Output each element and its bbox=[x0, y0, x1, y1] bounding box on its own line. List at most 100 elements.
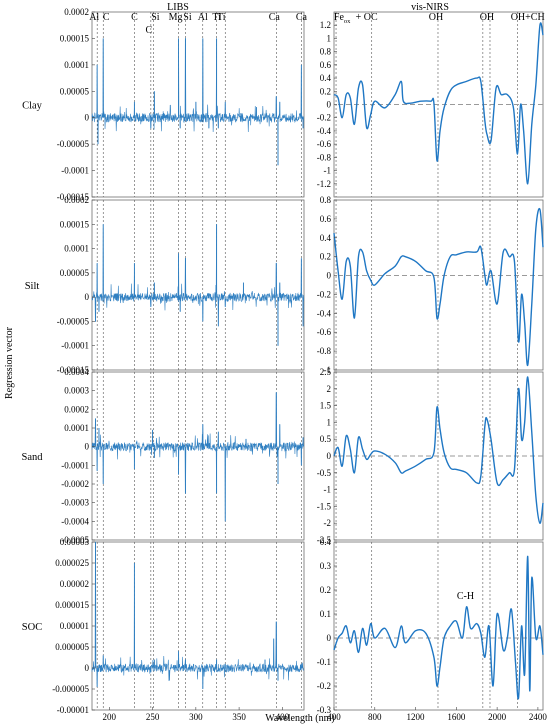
libs-ytick-label: -0.0001 bbox=[61, 341, 89, 351]
libs-panel-frame bbox=[91, 199, 305, 371]
libs-panel-soc: -0.00001 -0.000005 0 0.000005 0.00001 0.00001… bbox=[52, 537, 305, 722]
nirs-ytick-label: -1 bbox=[324, 485, 332, 495]
nirs-panel-silt: -1 -0.8 -0.6 -0.4 -0.2 0 0.2 0.4 0.6 0.8 bbox=[317, 195, 544, 375]
nirs-xtick-label: 800 bbox=[368, 712, 382, 722]
libs-spectrum-sand bbox=[91, 392, 304, 522]
panels: -0.00015 -0.0001 -0.00005 0 0.00005 0.0001 0.0… bbox=[52, 7, 547, 722]
libs-ytick-label: 0.0001 bbox=[64, 60, 89, 70]
libs-ytick-label: -0.00015 bbox=[57, 365, 90, 375]
libs-ytick-label: -0.00005 bbox=[57, 139, 90, 149]
nirs-ytick-label: -2.5 bbox=[317, 535, 332, 545]
nirs-ytick-label: -0.2 bbox=[317, 681, 331, 691]
nirs-panel-frame bbox=[333, 541, 544, 711]
nirs-ytick-label: 1 bbox=[327, 417, 332, 427]
nirs-spectrum-clay bbox=[333, 22, 544, 185]
libs-element-label: C bbox=[103, 12, 110, 23]
libs-panel-sand: -0.0005 -0.0004 -0.0003 -0.0002 -0.0001 0 0.00… bbox=[61, 367, 305, 545]
libs-ytick-label: 0.00005 bbox=[60, 268, 90, 278]
nirs-ytick-label: -0.2 bbox=[317, 113, 331, 123]
libs-ytick-label: -0.00005 bbox=[57, 316, 90, 326]
row-label-soc: SOC bbox=[22, 622, 42, 633]
nirs-ytick-label: 0.3 bbox=[320, 561, 332, 571]
nirs-ytick-label: -0.1 bbox=[317, 657, 331, 667]
libs-ytick-label: 0 bbox=[85, 442, 90, 452]
nirs-ytick-label: 1.2 bbox=[320, 20, 331, 30]
nirs-panel-soc: -0.3 -0.2 -0.1 0 0.1 0.2 0.3 0.4 C-H 400 800 1200 16… bbox=[317, 537, 548, 722]
nirs-ytick-label: 0.1 bbox=[320, 609, 331, 619]
libs-element-label: Mg bbox=[169, 12, 183, 23]
libs-ytick-label: 0.0002 bbox=[64, 195, 89, 205]
nirs-panel-clay: -1.2 -1 -0.8 -0.6 -0.4 -0.2 0 0.2 0.4 0.6 0.8 1 1.2F… bbox=[317, 11, 545, 198]
libs-ytick-label: -0.0001 bbox=[61, 460, 89, 470]
libs-spectrum-soc bbox=[91, 541, 304, 690]
nirs-ytick-label: 0.2 bbox=[320, 86, 331, 96]
libs-ytick-label: -0.0005 bbox=[61, 535, 89, 545]
nirs-ytick-label: -1 bbox=[324, 365, 332, 375]
nirs-ytick-label: -0.6 bbox=[317, 139, 332, 149]
libs-ytick-label: 0.00015 bbox=[60, 219, 90, 229]
libs-panel-frame bbox=[91, 371, 305, 541]
libs-element-label: Ca bbox=[269, 12, 281, 23]
libs-column-title: LIBS bbox=[167, 2, 189, 13]
libs-ytick-label: -0.0004 bbox=[61, 516, 89, 526]
nirs-ytick-label: 1 bbox=[327, 33, 332, 43]
libs-ytick-label: 0.00002 bbox=[60, 579, 89, 589]
nirs-column-title: vis-NIRS bbox=[411, 2, 449, 13]
libs-element-label: Ca bbox=[296, 12, 308, 23]
nirs-ytick-label: 0.6 bbox=[320, 60, 332, 70]
libs-element-label: Si bbox=[151, 12, 160, 23]
nirs-ytick-label: -0.2 bbox=[317, 289, 331, 299]
nirs-ytick-label: 0.8 bbox=[320, 195, 332, 205]
nirs-ytick-label: -1.2 bbox=[317, 179, 331, 189]
libs-ytick-label: 0.00015 bbox=[60, 33, 90, 43]
nirs-ytick-label: 0.4 bbox=[320, 537, 332, 547]
libs-xtick-label: 250 bbox=[146, 712, 160, 722]
nirs-ytick-label: 2.5 bbox=[320, 367, 332, 377]
libs-ytick-label: -0.0002 bbox=[61, 479, 89, 489]
nirs-ytick-label: 0.2 bbox=[320, 585, 331, 595]
libs-element-label: Si bbox=[183, 12, 192, 23]
libs-element-label: Ti bbox=[217, 12, 226, 23]
nirs-ytick-label: 0.2 bbox=[320, 252, 331, 262]
nirs-xtick-label: 2400 bbox=[529, 712, 548, 722]
nirs-xtick-label: 400 bbox=[327, 712, 341, 722]
libs-ytick-label: 0.0001 bbox=[64, 423, 89, 433]
row-label-sand: Sand bbox=[22, 452, 44, 463]
row-label-clay: Clay bbox=[22, 101, 43, 112]
libs-ytick-label: 0 bbox=[85, 663, 90, 673]
libs-xtick-label: 400 bbox=[276, 712, 290, 722]
libs-ytick-label: -0.00015 bbox=[57, 192, 90, 202]
libs-element-label: Al bbox=[89, 12, 99, 23]
libs-ytick-label: 0.000015 bbox=[55, 600, 89, 610]
x-axis-label: Wavelength (nm) bbox=[265, 713, 334, 724]
nirs-band-label: OH bbox=[480, 12, 494, 23]
nirs-ytick-label: 0.5 bbox=[320, 434, 332, 444]
nirs-ytick-label: 0.6 bbox=[320, 214, 332, 224]
nirs-band-label: OH+CH bbox=[511, 12, 545, 23]
libs-element-label: Ti bbox=[212, 12, 221, 23]
libs-ytick-label: 0 bbox=[85, 113, 90, 123]
nirs-ytick-label: -0.5 bbox=[317, 468, 332, 478]
libs-element-label: Al bbox=[198, 12, 208, 23]
nirs-ytick-label: 0 bbox=[327, 451, 332, 461]
libs-ytick-label: 0.00001 bbox=[60, 621, 89, 631]
nirs-ytick-label: 0.8 bbox=[320, 47, 332, 57]
libs-ytick-label: 0.000005 bbox=[55, 642, 89, 652]
nirs-ytick-label: -0.4 bbox=[317, 308, 332, 318]
row-labels: Clay Silt Sand SOC bbox=[22, 101, 44, 634]
libs-ytick-label: -0.0003 bbox=[61, 498, 89, 508]
nirs-ytick-label: 0 bbox=[327, 100, 332, 110]
libs-ytick-label: 0.0004 bbox=[64, 367, 89, 377]
nirs-ytick-label: -0.3 bbox=[317, 705, 332, 715]
libs-ytick-label: 0.00005 bbox=[60, 86, 90, 96]
nirs-spectrum-soc bbox=[333, 555, 544, 700]
libs-element-label: C bbox=[131, 12, 138, 23]
libs-panel-frame bbox=[91, 541, 305, 711]
nirs-xtick-label: 1600 bbox=[447, 712, 466, 722]
nirs-ytick-label: -1.5 bbox=[317, 501, 332, 511]
libs-panel-silt: -0.00015 -0.0001 -0.00005 0 0.00005 0.0001 0.0… bbox=[57, 195, 305, 375]
libs-ytick-label: 0.0002 bbox=[64, 404, 89, 414]
nirs-ytick-label: -1 bbox=[324, 166, 332, 176]
row-label-silt: Silt bbox=[25, 281, 40, 292]
